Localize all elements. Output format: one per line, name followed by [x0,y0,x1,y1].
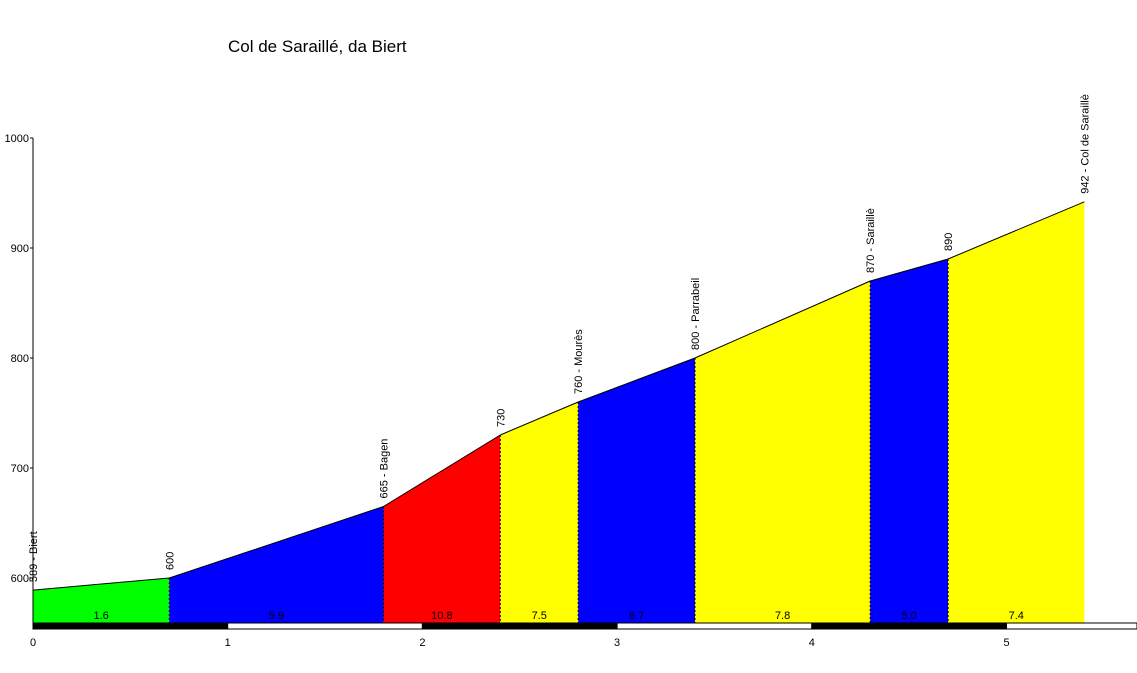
point-label: 890 [943,233,955,251]
gradient-label: 6.7 [629,610,644,622]
profile-line [32,577,170,591]
point-label: 665 - Bagen [378,439,390,499]
y-tick-label: 1000 [5,133,29,145]
y-tick-label: 700 [11,463,29,475]
distance-scale-band [616,622,813,630]
gradient-label: 10.8 [431,610,452,622]
segment-fill [500,402,579,623]
segment-fill [33,578,170,623]
profile-line [870,258,949,282]
segments: 1.6 5.9 10.8 7.5 6.7 7.8 5.0 7.4 [32,201,1085,624]
profile-line [383,434,501,507]
point-label: 870 - Saraillè [865,208,877,273]
segment-fill [578,358,695,623]
point-label: 800 - Parrabeil [690,278,702,350]
x-tick-label: 5 [1003,637,1009,649]
profile-line [577,357,696,403]
segment-fill [169,506,384,623]
gradient-label: 5.0 [902,610,917,622]
segment-fill [694,281,871,623]
point-label: 600 [164,552,176,570]
distance-scale-band [1006,622,1137,630]
distance-scale-band [32,622,229,630]
segment-fill [870,259,949,623]
gradient-label: 7.5 [532,610,547,622]
chart-title: Col de Saraillé, da Biert [228,37,407,56]
profile-line [169,506,384,579]
axes: 600 700 800 900 1000 0 1 2 3 4 5 [5,133,1137,649]
distance-scale-band [227,622,423,630]
profile-line [947,201,1085,260]
point-labels: 589 - Biert 600 665 - Bagen 730 760 - Mourès… [28,94,1091,582]
point-label: 589 - Biert [28,531,40,582]
x-tick-label: 4 [809,637,815,649]
profile-line [500,401,579,436]
distance-scale-band [421,622,618,630]
y-tick-label: 800 [11,353,29,365]
gradient-label: 7.4 [1009,610,1024,622]
gradient-label: 7.8 [775,610,790,622]
point-label: 730 [495,409,507,427]
x-tick-label: 1 [225,637,231,649]
y-tick-label: 900 [11,243,29,255]
segment-fill [383,435,501,623]
profile-line [694,280,871,359]
distance-scale-band [811,622,1007,630]
x-tick-label: 2 [419,637,425,649]
point-label: 942 - Col de Saraillè [1079,94,1091,194]
gradient-label: 5.9 [269,610,284,622]
x-tick-label: 3 [614,637,620,649]
segment-fill [948,201,1085,624]
point-label: 760 - Mourès [573,329,585,394]
gradient-label: 1.6 [93,610,108,622]
y-tick-label: 600 [11,573,29,585]
x-tick-label: 0 [30,637,36,649]
